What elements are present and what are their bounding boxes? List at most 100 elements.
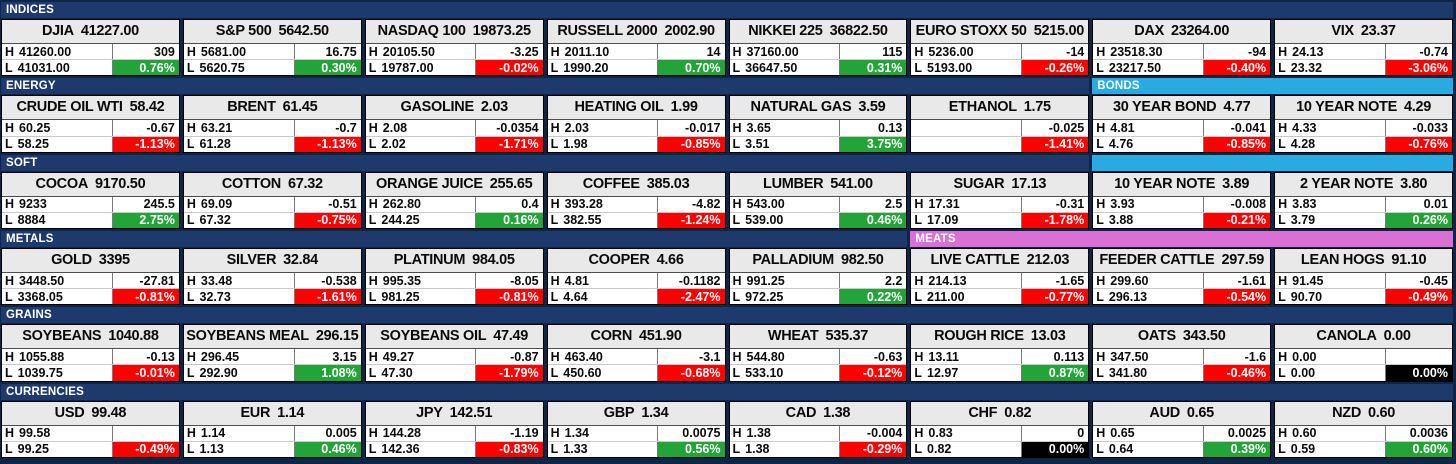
low-prefix: L	[732, 60, 741, 75]
high-value: 144.28	[382, 426, 422, 441]
low-prefix: L	[186, 137, 195, 152]
quote-name: CAD	[785, 404, 817, 421]
low-prefix: L	[550, 137, 559, 152]
low-label: L 61.28	[184, 137, 294, 152]
quote-last-price: 535.37	[825, 328, 869, 345]
low-value: 12.97	[927, 366, 959, 381]
high-label: H 3448.50	[2, 273, 112, 288]
high-change: 245.5	[111, 196, 179, 212]
quote-cell-platinum: PLATINUM 984.05 H 995.35 -8.05 L 981.25 -0.81%	[364, 247, 544, 306]
high-value: 4.81	[564, 273, 589, 288]
low-row: L 539.00 0.46%	[730, 212, 907, 228]
high-row: H 49.27 -0.87	[365, 349, 543, 366]
quote-header: SOYBEANS OIL 47.49	[365, 325, 543, 350]
low-prefix: L	[1096, 213, 1104, 228]
low-value: 3368.05	[17, 289, 63, 304]
quote-name: NIKKEI 225	[748, 23, 823, 39]
quote-header: COFFEE 385.03	[547, 172, 725, 197]
high-prefix: H	[368, 120, 378, 135]
quote-name: GBP	[603, 404, 635, 421]
low-change-badge: -1.78%	[1021, 212, 1089, 228]
low-change-badge: -3.06%	[1384, 60, 1452, 76]
quote-cell-wheat: WHEAT 535.37 H 544.80 -0.63 L 533.10 -0.12%	[728, 324, 908, 382]
low-change-badge: 2.75%	[111, 212, 179, 228]
high-row: H 5236.00 -14	[911, 44, 1089, 61]
quote-last-price: 4.66	[656, 251, 684, 268]
low-change-badge: -0.49%	[111, 441, 179, 457]
high-prefix: H	[5, 273, 15, 288]
high-change: 14	[657, 44, 724, 60]
low-prefix: L	[1096, 137, 1104, 152]
quote-header: PALLADIUM 982.50	[729, 248, 907, 273]
low-prefix: L	[732, 137, 741, 152]
quote-last-price: 4.29	[1403, 99, 1432, 116]
quote-cell-cooper: COOPER 4.66 H 4.81 -0.1182 L 4.64 -2.47%	[546, 247, 726, 306]
low-prefix: L	[186, 213, 195, 228]
high-value: 4.33	[1292, 120, 1317, 135]
low-change-badge: 0.00%	[1384, 365, 1452, 381]
quote-header: CAD 1.38	[729, 401, 907, 426]
quote-name: GASOLINE	[400, 99, 475, 116]
high-change: -14	[1021, 44, 1088, 60]
high-value: 262.80	[382, 197, 422, 212]
high-prefix: H	[1096, 349, 1106, 364]
quote-cell-cocoa: COCOA 9170.50 H 9233 245.5 L 8884 2.75%	[1, 171, 180, 229]
high-label: H 144.28	[366, 426, 476, 441]
quote-cell-coffee: COFFEE 385.03 H 393.28 -4.82 L 382.55 -1.24%	[546, 171, 726, 229]
low-prefix: L	[5, 366, 13, 381]
quote-name: CANOLA	[1316, 328, 1377, 345]
low-label: L 3.51	[730, 137, 840, 152]
low-change-badge: -0.12%	[839, 365, 907, 381]
quote-cell-gbp: GBP 1.34 H 1.34 0.0075 L 1.33 0.56%	[546, 400, 726, 458]
low-change-badge: 0.76%	[111, 60, 179, 76]
low-value: 3.88	[1108, 213, 1134, 228]
low-row: L 2.02 -1.71%	[366, 136, 543, 152]
quote-last-price: 1.38	[823, 404, 851, 421]
high-prefix: H	[732, 197, 742, 212]
low-prefix: L	[732, 213, 741, 228]
high-label: H 347.50	[1093, 349, 1203, 364]
low-label: L 142.36	[366, 442, 476, 457]
low-label: L 1.13	[184, 442, 294, 457]
high-change: 0.0025	[1202, 425, 1270, 441]
quote-cell-live-cattle: LIVE CATTLE 212.03 H 214.13 -1.65 L 211.00 -0.7…	[910, 247, 1090, 306]
low-row: L 244.25 0.16%	[366, 212, 543, 228]
section-label: BONDS	[1097, 80, 1140, 93]
low-change-badge: -1.13%	[293, 136, 361, 152]
quote-cell-gold: GOLD 3395 H 3448.50 -27.81 L 3368.05 -0.81%	[1, 247, 180, 306]
low-row: L 90.70 -0.49%	[1275, 289, 1452, 305]
quote-last-price: 19873.25	[472, 23, 531, 39]
low-label: L 1990.20	[548, 60, 658, 75]
quote-last-price: 0.65	[1186, 404, 1214, 421]
low-prefix: L	[368, 137, 377, 152]
quote-header: 10 YEAR NOTE 3.89	[1093, 172, 1271, 197]
high-row: H 0.60 0.0036	[1275, 425, 1452, 442]
low-prefix: L	[368, 366, 377, 381]
low-row: L 4.76 -0.85%	[1093, 136, 1271, 152]
quote-last-price: 3.59	[858, 99, 886, 116]
low-label: L 5620.75	[184, 60, 294, 75]
high-row: -0.025	[911, 120, 1089, 137]
low-value: 99.25	[17, 442, 49, 457]
quote-cell-s-p-500: S&P 500 5642.50 H 5681.00 16.75 L 5620.75 0.30%	[182, 19, 362, 77]
quote-name: LIVE CATTLE	[930, 251, 1020, 268]
quote-cell-brent: BRENT 61.45 H 63.21 -0.7 L 61.28 -1.13%	[182, 95, 362, 153]
section-energy: ENERGY BONDS CRUDE OIL WTI 58.42 H 60.25 -0.67…	[1, 78, 1453, 153]
quote-last-price: 212.03	[1026, 251, 1070, 268]
low-row: L 211.00 -0.77%	[911, 289, 1089, 305]
high-value: 99.58	[19, 426, 51, 441]
low-change-badge: -0.85%	[1202, 136, 1271, 152]
high-change: -0.13	[111, 349, 179, 365]
low-value: 61.28	[199, 137, 231, 152]
low-row: L 47.30 -1.79%	[366, 365, 543, 381]
high-row: H 4.81 -0.1182	[547, 272, 725, 290]
high-change: -0.041	[1202, 120, 1270, 136]
high-change: -0.7	[293, 120, 361, 136]
section-bar-grains: GRAINS	[1, 307, 1453, 324]
high-value: 393.28	[564, 197, 603, 212]
high-label: H 3.65	[730, 120, 840, 135]
high-change	[1384, 349, 1452, 365]
low-value: 292.90	[199, 366, 238, 381]
high-label: H 63.21	[184, 120, 294, 135]
quote-header: LIVE CATTLE 212.03	[911, 248, 1089, 273]
